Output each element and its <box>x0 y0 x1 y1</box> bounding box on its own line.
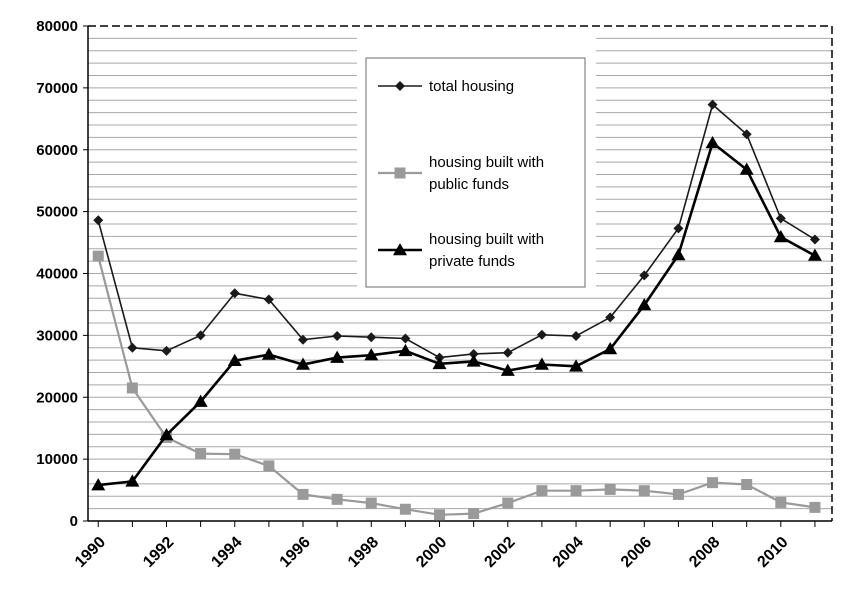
data-point-private-funds <box>739 162 754 175</box>
data-point-total-housing <box>400 333 411 344</box>
data-point-public-funds <box>331 493 343 505</box>
data-point-private-funds <box>705 135 720 149</box>
data-point-public-funds <box>775 496 787 508</box>
data-point-total-housing <box>468 348 479 359</box>
legend-marker <box>395 81 405 91</box>
data-point-public-funds <box>672 488 684 500</box>
data-point-public-funds <box>434 509 446 521</box>
data-point-private-funds <box>193 394 208 407</box>
data-point-public-funds <box>536 485 548 497</box>
legend-label: public funds <box>429 176 509 193</box>
legend-entry-private-funds: housing built with private funds <box>378 231 544 270</box>
y-axis-tick-labels: 0 10000 20000 30000 40000 50000 60000 70000 8000… <box>36 18 88 530</box>
legend-entry-total-housing: total housing <box>378 78 514 95</box>
data-point-total-housing <box>639 270 650 281</box>
y-tick-label: 70000 <box>36 80 78 97</box>
data-point-total-housing <box>536 329 547 340</box>
data-point-total-housing <box>127 342 138 353</box>
data-point-private-funds <box>773 229 788 243</box>
data-point-private-funds <box>261 347 276 360</box>
legend-label: private funds <box>429 253 515 270</box>
data-point-private-funds <box>125 474 140 487</box>
data-point-total-housing <box>741 129 752 140</box>
data-point-public-funds <box>126 382 138 394</box>
y-tick-label: 40000 <box>36 266 78 283</box>
legend: total housing housing built with public fu… <box>365 57 586 288</box>
data-point-private-funds <box>364 348 379 361</box>
series-line-private-funds <box>98 140 816 487</box>
data-point-public-funds <box>502 497 514 509</box>
series-line-public-funds <box>97 255 816 516</box>
legend-marker <box>394 167 406 179</box>
data-point-public-funds <box>707 477 719 489</box>
legend-label: total housing <box>429 78 514 95</box>
data-point-private-funds <box>159 427 174 441</box>
data-point-public-funds <box>297 488 309 500</box>
data-point-public-funds <box>809 501 821 513</box>
data-point-total-housing <box>775 213 786 224</box>
data-point-private-funds <box>91 478 106 491</box>
data-point-private-funds <box>637 298 652 311</box>
legend-label: housing built with <box>429 231 544 248</box>
data-point-total-housing <box>809 234 820 245</box>
data-point-total-housing <box>605 312 616 323</box>
plot-frame <box>87 25 833 522</box>
data-point-private-funds <box>534 357 549 370</box>
gridlines <box>88 37 832 510</box>
data-point-private-funds <box>603 341 618 355</box>
data-point-total-housing <box>229 288 240 299</box>
data-point-public-funds <box>399 503 411 515</box>
data-point-private-funds <box>227 353 242 366</box>
legend-label: housing built with <box>429 154 544 171</box>
data-point-private-funds <box>466 354 481 367</box>
legend-marker <box>393 243 407 256</box>
data-point-public-funds <box>365 497 377 509</box>
data-point-public-funds <box>638 485 650 497</box>
data-point-private-funds <box>500 363 515 376</box>
series-total-housing <box>93 99 820 363</box>
data-point-total-housing <box>298 334 309 345</box>
series-private-funds <box>91 135 822 491</box>
data-point-total-housing <box>161 345 172 356</box>
data-point-total-housing <box>673 223 684 234</box>
y-tick-label: 20000 <box>36 389 78 406</box>
data-point-total-housing <box>571 330 582 341</box>
data-point-total-housing <box>195 330 206 341</box>
y-tick-label: 10000 <box>36 451 78 468</box>
y-tick-label: 50000 <box>36 204 78 221</box>
data-point-public-funds <box>92 250 104 262</box>
data-point-total-housing <box>332 330 343 341</box>
legend-entry-public-funds: housing built with public funds <box>378 154 544 193</box>
data-point-total-housing <box>502 347 513 358</box>
data-point-public-funds <box>570 485 582 497</box>
data-point-total-housing <box>366 332 377 343</box>
data-point-total-housing <box>263 294 274 305</box>
y-tick-label: 0 <box>70 513 78 530</box>
data-point-private-funds <box>569 359 584 372</box>
data-point-public-funds <box>195 448 207 460</box>
series-line-total-housing <box>97 103 816 359</box>
y-tick-label: 60000 <box>36 142 78 159</box>
data-point-private-funds <box>671 247 686 261</box>
data-point-private-funds <box>398 343 413 357</box>
data-point-private-funds <box>330 350 345 363</box>
series-group <box>91 99 822 521</box>
data-point-total-housing <box>93 215 104 226</box>
y-tick-label: 30000 <box>36 327 78 344</box>
y-tick-label: 80000 <box>36 18 78 35</box>
data-point-total-housing <box>707 99 718 110</box>
data-point-private-funds <box>807 248 822 261</box>
data-point-public-funds <box>468 508 480 520</box>
data-point-public-funds <box>741 478 753 490</box>
data-point-public-funds <box>263 460 275 472</box>
data-point-public-funds <box>229 448 241 460</box>
data-point-private-funds <box>296 357 311 370</box>
data-point-public-funds <box>604 483 616 495</box>
data-point-private-funds <box>432 356 447 370</box>
